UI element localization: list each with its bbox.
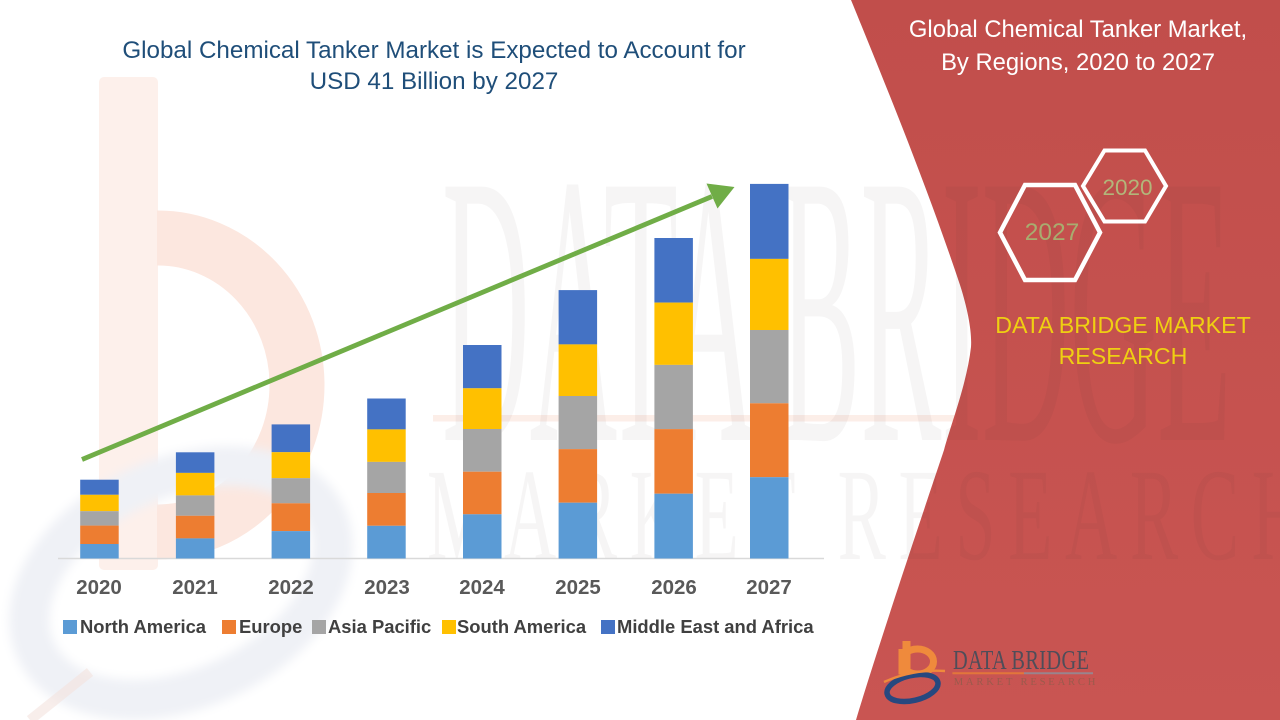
svg-text:MARKET RESEARCH: MARKET RESEARCH <box>954 677 1099 688</box>
svg-text:MARKET RESEARCH: MARKET RESEARCH <box>427 441 1280 587</box>
svg-text:DATA BRIDGE: DATA BRIDGE <box>953 646 1089 675</box>
